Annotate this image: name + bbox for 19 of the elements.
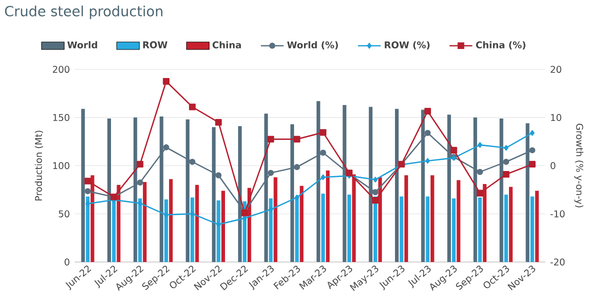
y2-axis-title: Growth (% y-on-y) [574, 124, 584, 208]
y-tick-label: 50 [58, 210, 70, 218]
legend-label: ROW (%) [384, 41, 430, 50]
chart-title: Crude steel production [5, 6, 162, 20]
y-tick-label: 100 [53, 162, 70, 170]
legend-label: World (%) [287, 41, 338, 50]
y-tick-label: 150 [53, 114, 70, 122]
y-axis-title: Production (Mt) [34, 130, 44, 200]
y2-tick-label: 0 [550, 162, 556, 170]
y2-tick-label: 10 [551, 114, 562, 122]
y2-tick-label: -10 [550, 210, 565, 218]
y2-tick-label: 20 [550, 66, 562, 73]
legend-label: ROW [143, 41, 168, 48]
legend-label: World [67, 41, 98, 48]
legend-label: China [212, 41, 241, 48]
legend-label: China (%) [476, 41, 526, 50]
y-tick-label: 0 [64, 258, 70, 266]
y-tick-label: 200 [52, 66, 70, 73]
y2-tick-label: -20 [550, 258, 565, 266]
